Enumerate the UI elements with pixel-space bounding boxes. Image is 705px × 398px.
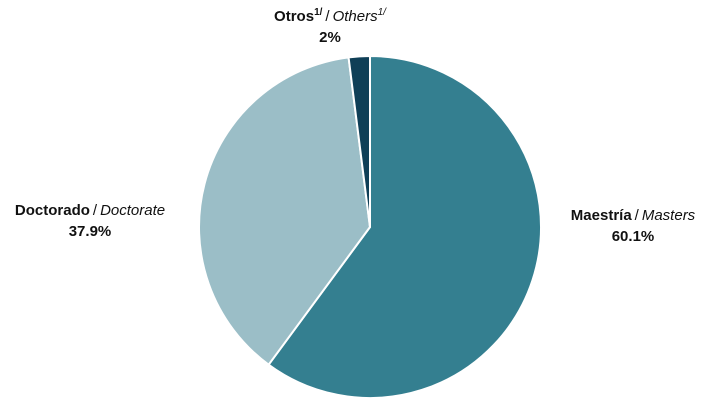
slice-value-label: 60.1% [611,228,655,245]
separator: / [92,202,98,219]
slice-value-label: 37.9% [68,223,112,240]
separator: / [325,8,330,25]
slice-name-en: Doctorate [100,202,166,219]
pie-slice-others [347,55,371,228]
footnote-marker: 1/ [377,7,386,18]
slice-name-en: Others [332,8,378,25]
slice-name-es: Doctorado [14,202,90,219]
slice-value-label: 2% [319,29,341,46]
slice-name-es: Otros [274,8,315,25]
pie-slice-doctorate [198,56,371,366]
slice-label-maestria: Maestría / Masters 60.1% [558,205,705,247]
slice-label-doctorado: Doctorado / Doctorate 37.9% [0,200,180,242]
slice-label-otros: Otros1// Others1/ 2% [250,6,410,48]
slice-name-en: Masters [641,207,696,224]
separator: / [634,207,639,224]
footnote-marker: 1/ [314,7,323,18]
slice-name-es: Maestría [570,207,632,224]
pie-slice-masters [267,55,542,398]
